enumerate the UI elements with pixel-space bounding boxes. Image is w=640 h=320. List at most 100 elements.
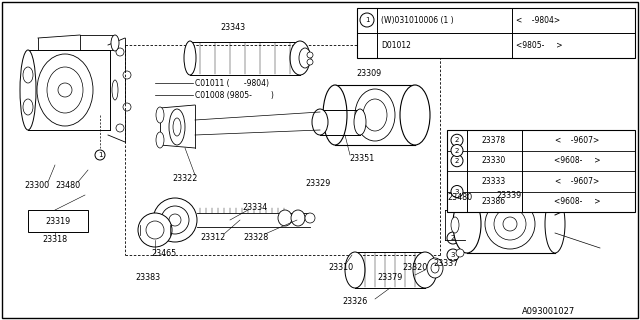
Text: 1: 1: [98, 152, 102, 158]
Text: 23312: 23312: [200, 233, 226, 242]
Circle shape: [116, 48, 124, 56]
Ellipse shape: [23, 67, 33, 83]
Text: 23309: 23309: [356, 68, 381, 77]
Circle shape: [456, 191, 464, 199]
Ellipse shape: [451, 217, 459, 233]
Circle shape: [123, 103, 131, 111]
Ellipse shape: [312, 109, 328, 135]
Ellipse shape: [23, 99, 33, 115]
Circle shape: [451, 186, 463, 197]
Text: 23386: 23386: [482, 197, 506, 206]
Ellipse shape: [355, 89, 395, 141]
Ellipse shape: [431, 263, 439, 273]
Ellipse shape: [112, 80, 118, 100]
Ellipse shape: [169, 109, 185, 145]
Circle shape: [123, 71, 131, 79]
Text: 23343: 23343: [220, 22, 246, 31]
Bar: [28, 210, 88, 232]
Text: 3: 3: [451, 252, 455, 258]
Ellipse shape: [494, 208, 526, 240]
Ellipse shape: [161, 206, 189, 234]
Text: 2: 2: [455, 148, 459, 154]
Ellipse shape: [138, 213, 172, 247]
Text: A093001027: A093001027: [522, 308, 575, 316]
Text: 3: 3: [455, 188, 460, 195]
Text: 23465: 23465: [152, 249, 177, 258]
Text: 23320: 23320: [403, 262, 428, 271]
Ellipse shape: [169, 214, 181, 226]
Text: 23318: 23318: [42, 236, 68, 244]
Ellipse shape: [156, 132, 164, 148]
Text: D01012: D01012: [381, 41, 411, 50]
Circle shape: [456, 249, 464, 257]
Ellipse shape: [20, 50, 36, 130]
Text: 23339: 23339: [497, 191, 522, 201]
Ellipse shape: [153, 198, 197, 242]
Circle shape: [116, 124, 124, 132]
Text: 23319: 23319: [45, 217, 70, 226]
Ellipse shape: [503, 217, 517, 231]
Ellipse shape: [58, 83, 72, 97]
Circle shape: [601, 188, 609, 196]
Text: 23334: 23334: [243, 204, 268, 212]
Text: 23300: 23300: [24, 180, 49, 189]
Ellipse shape: [291, 210, 305, 226]
Text: 23337: 23337: [433, 259, 459, 268]
Ellipse shape: [278, 210, 292, 226]
Circle shape: [447, 249, 459, 261]
Bar: [357, 8, 635, 58]
Ellipse shape: [413, 252, 437, 288]
Text: C01008 (9805-        ): C01008 (9805- ): [195, 91, 274, 100]
Circle shape: [307, 59, 313, 65]
Text: 23378: 23378: [482, 136, 506, 145]
Text: 23383: 23383: [136, 274, 161, 283]
Ellipse shape: [453, 195, 481, 253]
Text: 2: 2: [451, 235, 455, 241]
Circle shape: [451, 145, 463, 156]
Text: 23329: 23329: [305, 179, 331, 188]
Circle shape: [307, 52, 313, 58]
Text: <9608-     >: <9608- >: [554, 156, 600, 165]
Text: (W)031010006 (1 ): (W)031010006 (1 ): [381, 15, 454, 25]
Ellipse shape: [156, 107, 164, 123]
Ellipse shape: [400, 85, 430, 145]
Text: 23330: 23330: [482, 156, 506, 165]
Text: <    -9804>: < -9804>: [516, 15, 560, 25]
Ellipse shape: [37, 54, 93, 126]
Text: 23480: 23480: [447, 193, 472, 202]
Text: 23322: 23322: [172, 173, 198, 182]
Ellipse shape: [485, 199, 535, 249]
Ellipse shape: [290, 41, 310, 75]
Bar: [447, 130, 635, 212]
Circle shape: [447, 232, 459, 244]
Text: 23333: 23333: [482, 177, 506, 186]
Ellipse shape: [545, 195, 565, 253]
Text: C01011 (      -9804): C01011 ( -9804): [195, 78, 269, 87]
Text: 2: 2: [455, 137, 459, 143]
Ellipse shape: [184, 41, 196, 75]
Text: 1: 1: [365, 17, 369, 23]
Ellipse shape: [173, 118, 181, 136]
Ellipse shape: [427, 258, 443, 278]
Ellipse shape: [305, 213, 315, 223]
Ellipse shape: [363, 99, 387, 131]
Text: 23326: 23326: [342, 298, 367, 307]
Ellipse shape: [345, 252, 365, 288]
Circle shape: [360, 13, 374, 27]
Text: <    -9607>: < -9607>: [555, 177, 599, 186]
Circle shape: [95, 150, 105, 160]
Circle shape: [451, 155, 463, 167]
Text: <    -9607>: < -9607>: [555, 136, 599, 145]
Text: 23480: 23480: [56, 180, 81, 189]
Ellipse shape: [299, 48, 311, 68]
Text: <9608-     >: <9608- >: [554, 197, 600, 206]
Text: 23351: 23351: [349, 154, 374, 163]
Ellipse shape: [111, 35, 119, 51]
Ellipse shape: [146, 221, 164, 239]
Text: <9805-     >: <9805- >: [516, 41, 563, 50]
Circle shape: [451, 134, 463, 146]
Text: 23328: 23328: [243, 233, 269, 242]
Ellipse shape: [354, 109, 366, 135]
Text: 23310: 23310: [328, 263, 353, 273]
Text: 2: 2: [455, 158, 459, 164]
